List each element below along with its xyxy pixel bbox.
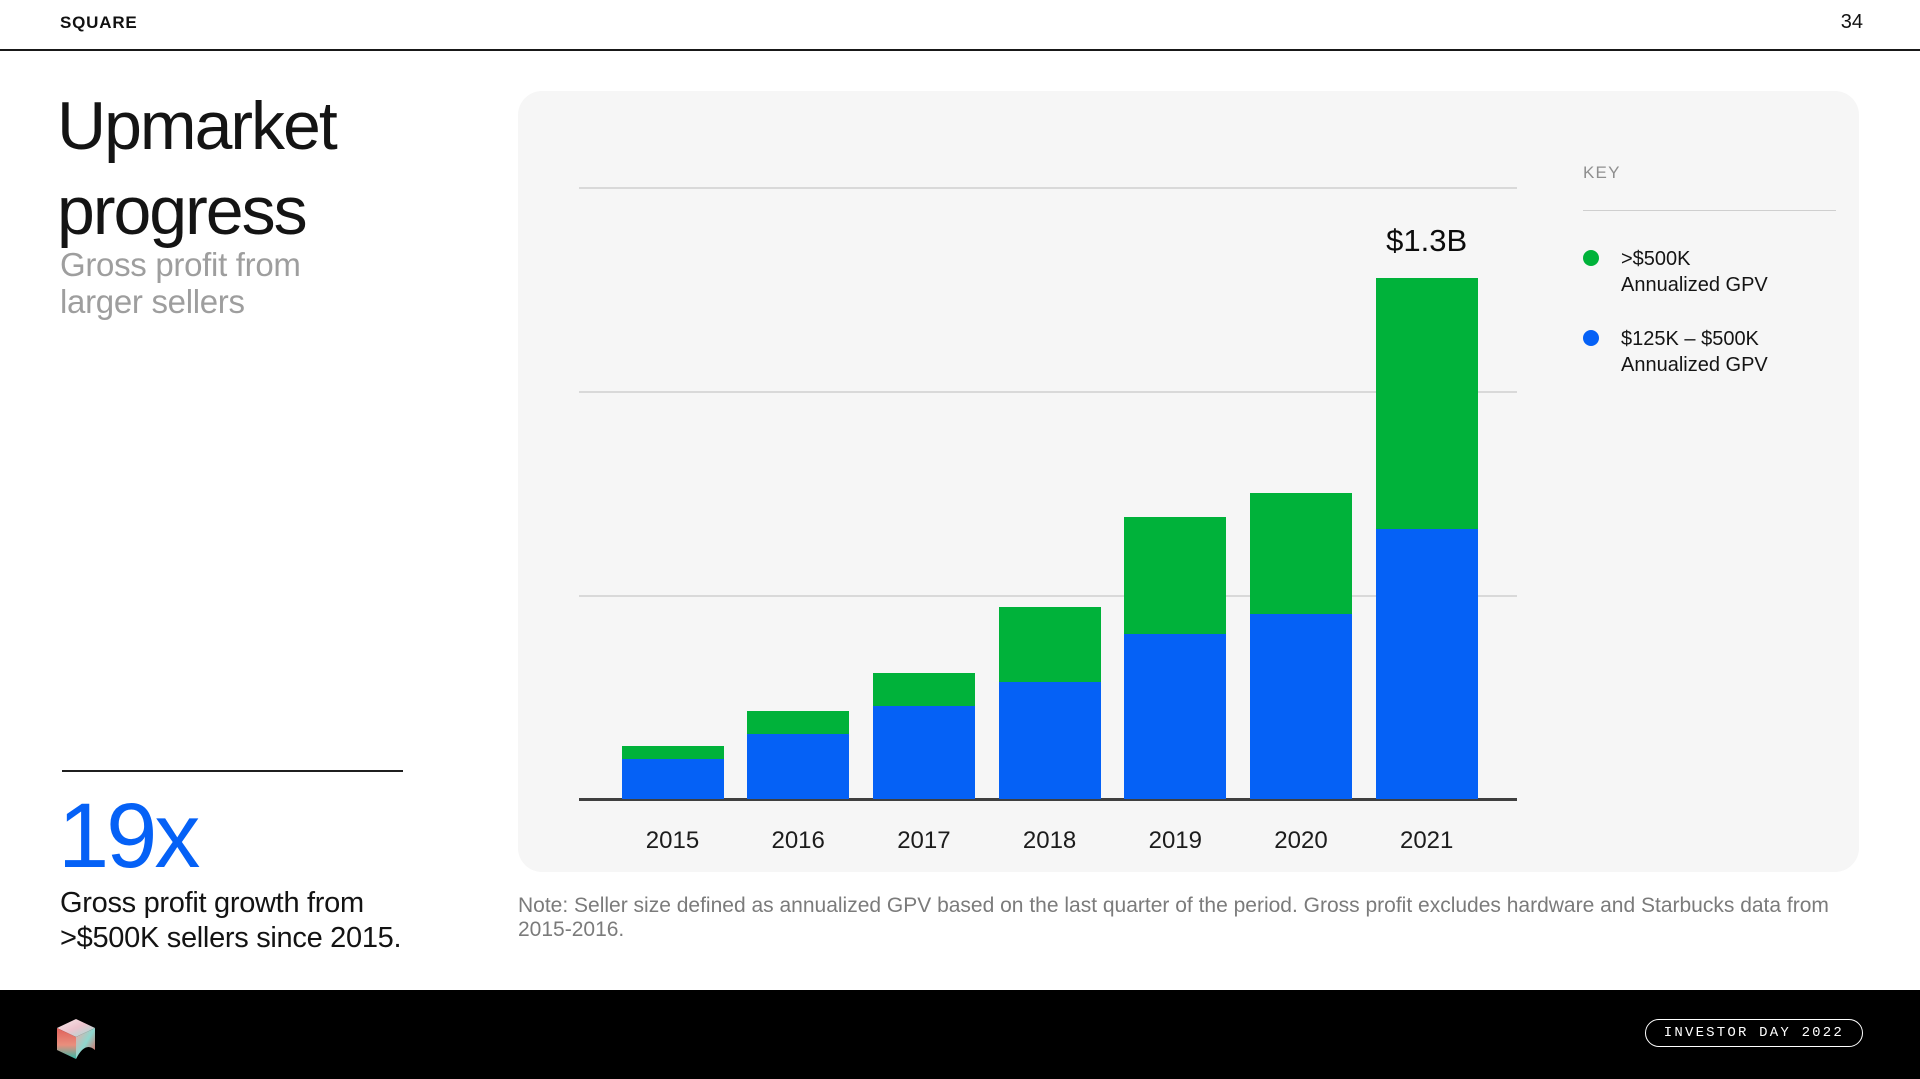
bar-2015 (621, 746, 724, 800)
x-tick-label-2020: 2020 (1274, 827, 1328, 854)
bar-2020 (1250, 492, 1352, 800)
bar-2018-segment-over-500k (998, 607, 1101, 683)
bar-2021 (1375, 277, 1478, 800)
chart-legend: KEY >$500K Annualized GPV $125K – $500K … (1583, 163, 1836, 376)
bar-2016-segment-over-500k (747, 711, 850, 735)
stat-caption: Gross profit growth from >$500K sellers … (60, 886, 402, 956)
page-title-line2: progress (57, 173, 308, 249)
page-title: Upmarket progress (57, 84, 338, 254)
legend-item-label: >$500K Annualized GPV (1621, 248, 1768, 296)
green-dot-icon (1583, 250, 1599, 266)
x-tick-label-2015: 2015 (645, 827, 700, 854)
footnote: Note: Seller size defined as annualized … (518, 894, 1829, 941)
block-cube-logo-icon (57, 1019, 95, 1059)
legend-divider (1583, 210, 1836, 211)
legend-item-125k-500k: $125K – $500K Annualized GPV (1583, 326, 1768, 378)
bar-2017-segment-over-500k (872, 672, 975, 707)
legend-title: KEY (1583, 163, 1621, 182)
x-tick-label-2021: 2021 (1399, 827, 1454, 854)
bar-2016 (747, 711, 850, 800)
gridline-1500m (579, 187, 1517, 190)
page-subtitle-line2: larger sellers (60, 283, 245, 320)
bar-2021-segment-over-500k (1375, 277, 1478, 529)
bar-2018 (998, 607, 1101, 800)
x-tick-label-2017: 2017 (897, 827, 951, 854)
bar-2019 (1124, 516, 1227, 800)
x-tick-label-2018: 2018 (1022, 827, 1077, 854)
bar-2015-segment-125k-500k (621, 759, 724, 800)
bar-2021-segment-125k-500k (1375, 528, 1478, 800)
footer-bar: INVESTOR DAY 2022 (0, 990, 1920, 1079)
page-number: 34 (1840, 11, 1863, 33)
x-axis-line (579, 798, 1517, 801)
page-title-line1: Upmarket (57, 88, 338, 164)
legend-item-over-500k: >$500K Annualized GPV (1583, 246, 1768, 298)
bar-2016-segment-125k-500k (747, 734, 850, 800)
bar-2019-segment-over-500k (1124, 516, 1227, 634)
stat-divider (62, 770, 403, 772)
bar-2018-segment-125k-500k (998, 682, 1101, 800)
page-subtitle-line1: Gross profit from (60, 246, 301, 283)
stat-caption-line1: Gross profit growth from (60, 887, 364, 919)
bar-2015-segment-over-500k (621, 746, 724, 760)
bar-2017-segment-125k-500k (872, 706, 975, 800)
total-value-label: $1.3B (1386, 222, 1468, 258)
bar-2019-segment-125k-500k (1124, 633, 1227, 800)
x-tick-label-2016: 2016 (771, 827, 825, 854)
gridline-1000m (579, 391, 1517, 394)
header-divider (0, 49, 1920, 51)
page-subtitle: Gross profit from larger sellers (60, 246, 301, 320)
chart-card: KEY >$500K Annualized GPV $125K – $500K … (518, 91, 1859, 872)
investor-day-badge: INVESTOR DAY 2022 (1644, 1019, 1863, 1047)
brand-wordmark: SQUARE (60, 13, 138, 32)
bar-2020-segment-125k-500k (1250, 613, 1352, 800)
stat-caption-line2: >$500K sellers since 2015. (60, 922, 402, 954)
gridline-500m (579, 595, 1517, 598)
x-tick-label-2019: 2019 (1148, 827, 1202, 854)
blue-dot-icon (1583, 330, 1599, 346)
bar-2017 (872, 672, 975, 800)
stat-value: 19x (58, 785, 200, 887)
bar-2020-segment-over-500k (1250, 492, 1352, 614)
legend-item-label: $125K – $500K Annualized GPV (1621, 328, 1768, 376)
